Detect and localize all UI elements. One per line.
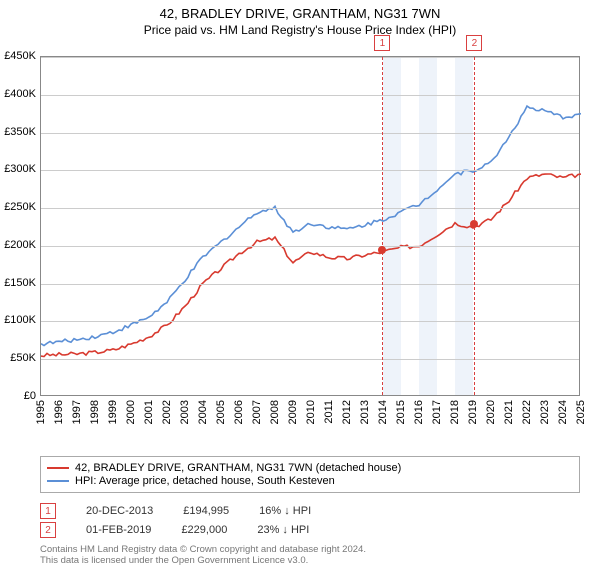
legend-swatch (47, 480, 69, 482)
legend-item: 42, BRADLEY DRIVE, GRANTHAM, NG31 7WN (d… (47, 462, 573, 474)
gridline (41, 133, 579, 134)
x-axis-label: 2010 (305, 400, 317, 424)
chart-lines (41, 57, 581, 397)
x-axis-label: 2008 (269, 400, 281, 424)
x-axis-label: 2011 (323, 400, 335, 424)
legend-item: HPI: Average price, detached house, Sout… (47, 475, 573, 487)
x-axis-label: 2003 (179, 400, 191, 424)
x-axis-label: 2001 (143, 400, 155, 424)
legend-box: 42, BRADLEY DRIVE, GRANTHAM, NG31 7WN (d… (40, 456, 580, 493)
y-axis-label: £400K (0, 88, 36, 100)
table-row: 2 01-FEB-2019 £229,000 23% ↓ HPI (40, 522, 580, 538)
x-axis-label: 2004 (197, 400, 209, 424)
gridline (41, 95, 579, 96)
event-line (382, 57, 383, 395)
x-axis-label: 2022 (521, 400, 533, 424)
footer-line: This data is licensed under the Open Gov… (40, 555, 366, 566)
y-axis-label: £0 (0, 390, 36, 402)
x-axis-label: 1997 (71, 400, 83, 424)
footer-attribution: Contains HM Land Registry data © Crown c… (40, 544, 366, 567)
x-axis-label: 2000 (125, 400, 137, 424)
chart-area: 12 £0£50K£100K£150K£200K£250K£300K£350K£… (40, 56, 580, 416)
sale-date: 01-FEB-2019 (86, 524, 151, 536)
x-axis-label: 2017 (431, 400, 443, 424)
series-line-hpi (41, 106, 581, 345)
gridline (41, 246, 579, 247)
y-axis-label: £150K (0, 277, 36, 289)
x-axis-label: 1999 (107, 400, 119, 424)
x-axis-label: 2024 (557, 400, 569, 424)
gridline (41, 57, 579, 58)
x-axis-label: 2016 (413, 400, 425, 424)
sale-marker-icon: 2 (40, 522, 56, 538)
x-axis-label: 2025 (575, 400, 587, 424)
sale-marker-icon: 1 (40, 503, 56, 519)
gridline (41, 170, 579, 171)
plot-region: 12 (40, 56, 580, 396)
y-axis-label: £350K (0, 126, 36, 138)
gridline (41, 359, 579, 360)
event-marker-icon: 2 (466, 35, 482, 51)
gridline (41, 321, 579, 322)
legend-swatch (47, 467, 69, 469)
sale-delta: 23% ↓ HPI (257, 524, 309, 536)
x-axis-label: 2006 (233, 400, 245, 424)
y-axis-label: £300K (0, 163, 36, 175)
sale-point-icon (378, 246, 386, 254)
sale-delta: 16% ↓ HPI (259, 505, 311, 517)
x-axis-label: 2019 (467, 400, 479, 424)
table-row: 1 20-DEC-2013 £194,995 16% ↓ HPI (40, 503, 580, 519)
legend-label: HPI: Average price, detached house, Sout… (75, 475, 335, 487)
x-axis-label: 2005 (215, 400, 227, 424)
page-subtitle: Price paid vs. HM Land Registry's House … (0, 23, 600, 37)
footer-line: Contains HM Land Registry data © Crown c… (40, 544, 366, 555)
x-axis-label: 2009 (287, 400, 299, 424)
y-axis-label: £250K (0, 201, 36, 213)
gridline (41, 284, 579, 285)
sale-date: 20-DEC-2013 (86, 505, 153, 517)
x-axis-label: 2018 (449, 400, 461, 424)
y-axis-label: £450K (0, 50, 36, 62)
x-axis-label: 1995 (35, 400, 47, 424)
x-axis-label: 2023 (539, 400, 551, 424)
legend-label: 42, BRADLEY DRIVE, GRANTHAM, NG31 7WN (d… (75, 462, 401, 474)
gridline (41, 208, 579, 209)
x-axis-label: 2002 (161, 400, 173, 424)
event-marker-icon: 1 (374, 35, 390, 51)
x-axis-label: 2007 (251, 400, 263, 424)
y-axis-label: £200K (0, 239, 36, 251)
y-axis-label: £50K (0, 352, 36, 364)
y-axis-label: £100K (0, 314, 36, 326)
chart-container: 42, BRADLEY DRIVE, GRANTHAM, NG31 7WN Pr… (0, 6, 600, 566)
x-axis-label: 2013 (359, 400, 371, 424)
sales-table: 1 20-DEC-2013 £194,995 16% ↓ HPI 2 01-FE… (40, 500, 580, 541)
x-axis-label: 1996 (53, 400, 65, 424)
x-axis-label: 2014 (377, 400, 389, 424)
x-axis-label: 2021 (503, 400, 515, 424)
sale-point-icon (470, 220, 478, 228)
x-axis-label: 2012 (341, 400, 353, 424)
sale-price: £229,000 (181, 524, 227, 536)
x-axis-label: 2015 (395, 400, 407, 424)
page-title: 42, BRADLEY DRIVE, GRANTHAM, NG31 7WN (0, 6, 600, 21)
x-axis-label: 2020 (485, 400, 497, 424)
sale-price: £194,995 (183, 505, 229, 517)
x-axis-label: 1998 (89, 400, 101, 424)
